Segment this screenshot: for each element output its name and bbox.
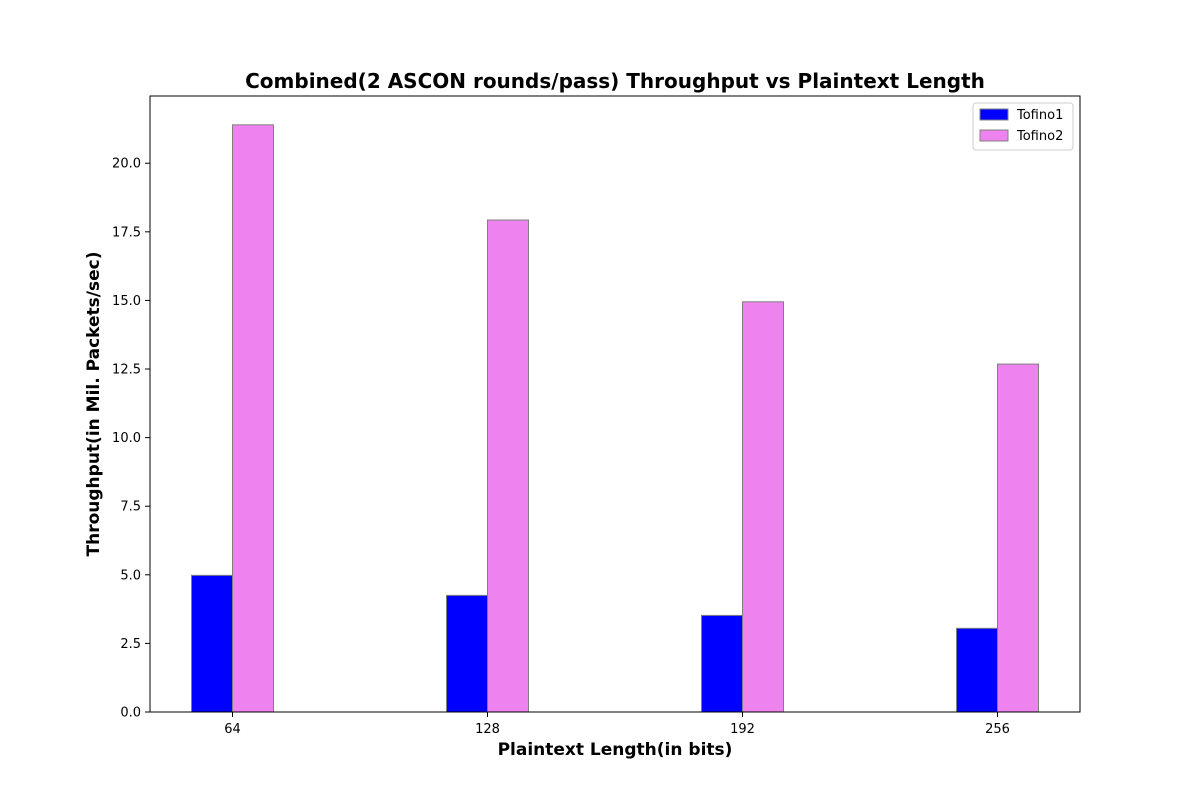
y-tick-label: 10.0 (112, 431, 141, 446)
y-tick-label: 15.0 (112, 294, 141, 309)
legend-label-tofino2: Tofino2 (1016, 129, 1063, 144)
y-tick-label: 0.0 (120, 706, 141, 721)
plot-frame (149, 95, 1081, 713)
legend: Tofino1 Tofino2 (972, 102, 1074, 151)
y-tick-label: 17.5 (112, 225, 141, 240)
bar-tofino1-256 (956, 627, 998, 713)
x-axis-ticks: 64 128 192 256 (224, 712, 1010, 737)
plot-area (191, 124, 1039, 713)
y-axis-ticks: 0.0 2.5 5.0 7.5 10.0 12.5 15.0 17.5 20.0 (112, 157, 150, 721)
x-tick-label: 256 (985, 722, 1010, 737)
y-tick-label: 5.0 (120, 568, 141, 583)
y-tick-label: 2.5 (120, 637, 141, 652)
bar-tofino1-192 (701, 614, 743, 713)
x-tick-label: 192 (730, 722, 755, 737)
y-tick-label: 12.5 (112, 363, 141, 378)
x-tick-label: 64 (224, 722, 241, 737)
bar-tofino1-128 (446, 594, 488, 713)
y-tick-label: 7.5 (120, 500, 141, 515)
x-axis-label: Plaintext Length(in bits) (498, 740, 733, 760)
legend-swatch-tofino1 (979, 108, 1009, 121)
chart-title: Combined(2 ASCON rounds/pass) Throughput… (245, 69, 985, 93)
legend-label-tofino1: Tofino1 (1016, 108, 1063, 123)
bar-tofino2-192 (742, 301, 784, 713)
bar-tofino2-256 (997, 363, 1039, 713)
bar-tofino2-128 (487, 219, 529, 713)
y-tick-label: 20.0 (112, 157, 141, 172)
bar-tofino1-64 (191, 574, 233, 713)
legend-swatch-tofino2 (979, 129, 1009, 142)
x-tick-label: 128 (475, 722, 500, 737)
bar-tofino2-64 (232, 124, 274, 713)
y-axis-label: Throughput(in Mil. Packets/sec) (84, 252, 104, 557)
